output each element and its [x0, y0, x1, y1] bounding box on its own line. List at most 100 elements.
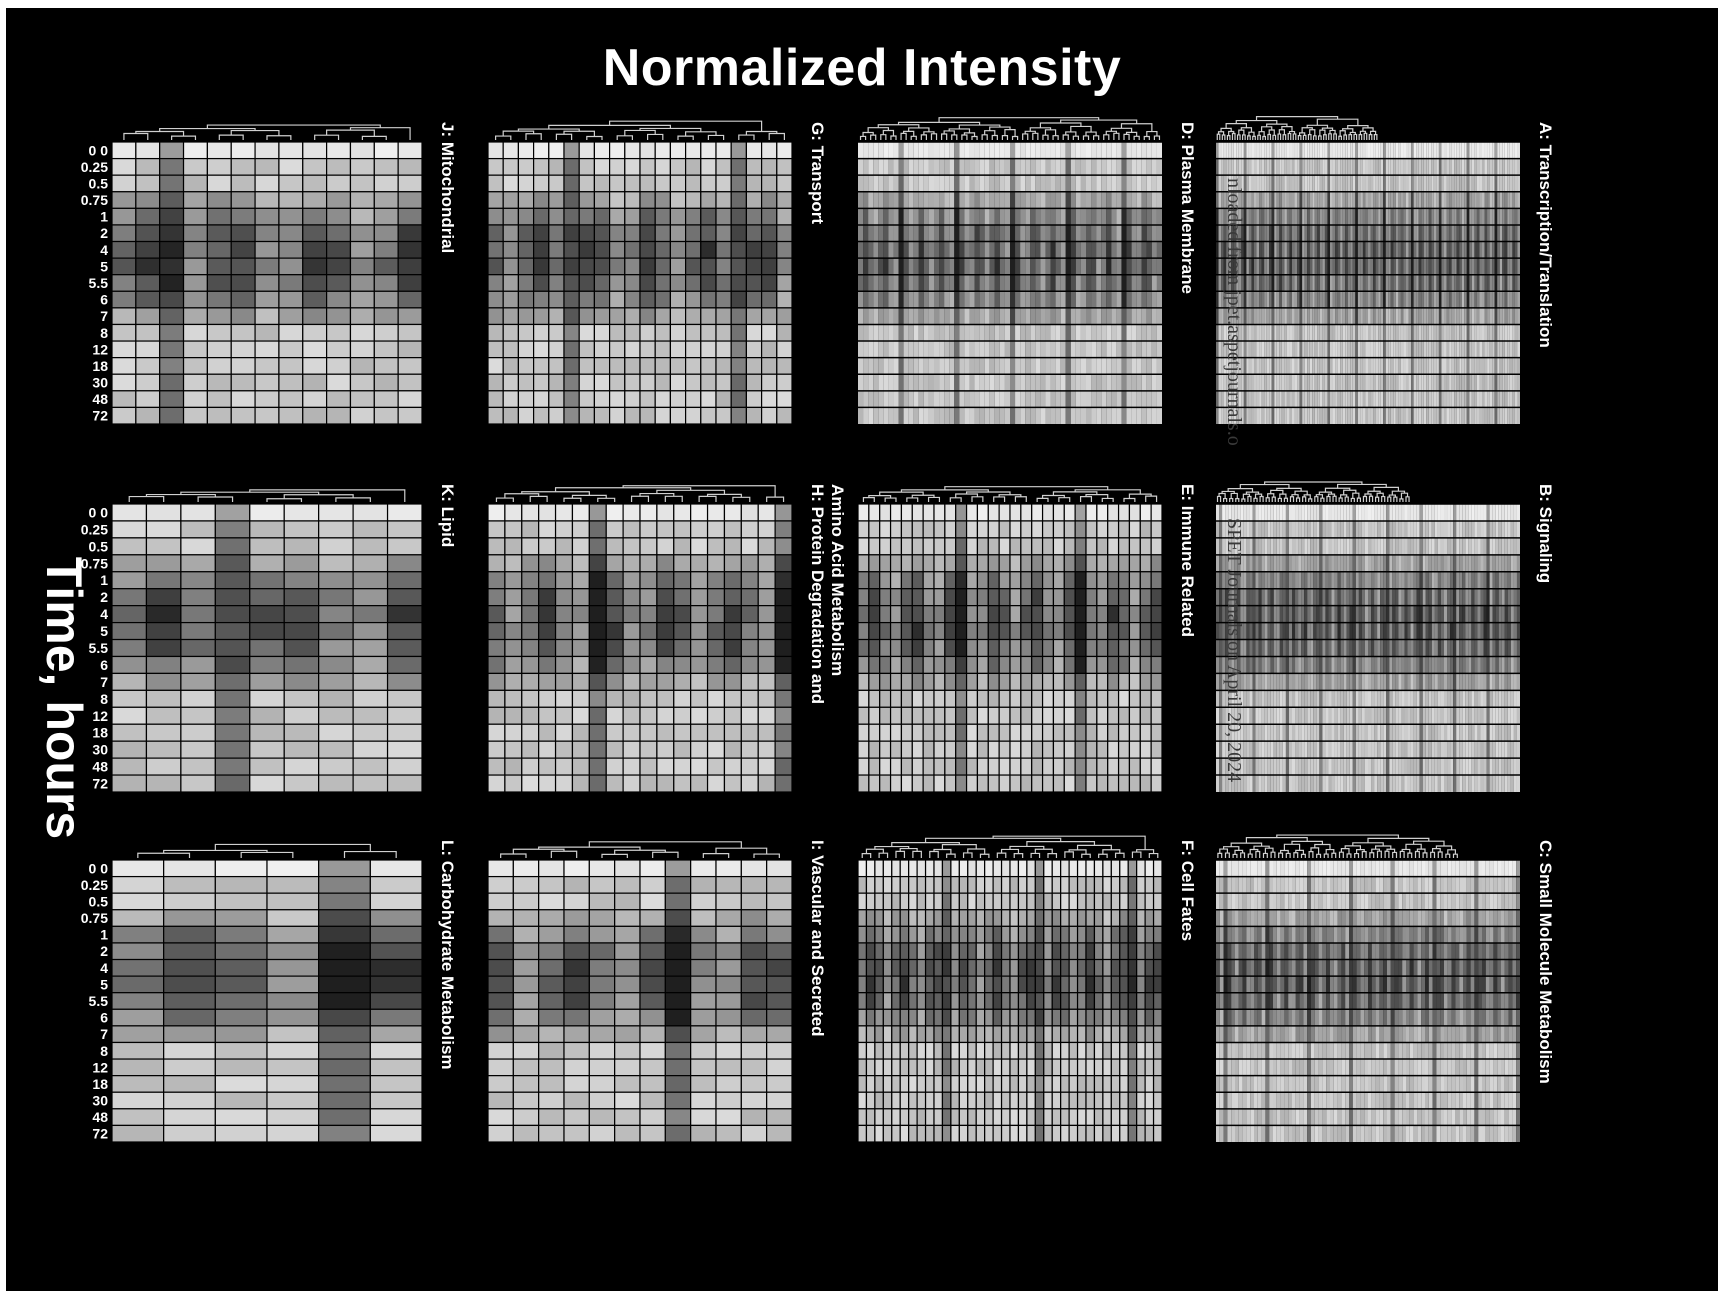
heatmap-cell-H — [673, 588, 692, 607]
heatmap-cell-J — [230, 240, 256, 259]
heatmap-cell-A — [1228, 307, 1232, 325]
heatmap-cell-D — [923, 390, 929, 408]
heatmap-cell-D — [949, 175, 955, 192]
dendrogram-branch-E-11 — [1101, 497, 1114, 502]
heatmap-cell-D — [1101, 374, 1107, 391]
heatmap-cell-D — [934, 191, 940, 209]
heatmap-cell-D — [994, 241, 1000, 259]
heatmap-cell-D — [883, 291, 889, 308]
heatmap-cell-B — [1416, 504, 1420, 521]
heatmap-cell-E — [911, 774, 924, 793]
heatmap-cell-D — [1080, 142, 1086, 159]
dendrogram-branch-E-3 — [927, 496, 941, 502]
heatmap-cell-D — [1156, 291, 1162, 308]
heatmap-cell-A — [1347, 208, 1351, 225]
heatmap-cell-A — [1395, 208, 1399, 225]
heatmap-cell-D — [1116, 258, 1122, 275]
heatmap-cell-G — [745, 373, 763, 392]
heatmap-cell-D — [964, 307, 970, 325]
heatmap-cell-A — [1226, 158, 1229, 176]
heatmap-cell-G — [532, 224, 550, 243]
heatmap-cell-A — [1451, 158, 1455, 176]
heatmap-cell-A — [1416, 258, 1419, 275]
heatmap-cell-G — [776, 274, 793, 292]
heatmap-cell-A — [1398, 274, 1401, 292]
heatmap-cell-D — [974, 208, 980, 225]
heatmap-cell-D — [1075, 175, 1081, 192]
heatmap-cell-A — [1476, 224, 1480, 242]
heatmap-cell-A — [1375, 307, 1379, 325]
heatmap-cell-A — [1388, 175, 1391, 192]
heatmap-cell-A — [1368, 341, 1371, 358]
heatmap-cell-H — [639, 757, 658, 776]
heatmap-cell-D — [989, 175, 995, 192]
heatmap-cell-A — [1281, 175, 1285, 192]
heatmap-cell-D — [1030, 291, 1036, 308]
heatmap-cell-H — [554, 774, 574, 793]
heatmap-cell-G — [624, 257, 641, 276]
heatmap-cell-E — [879, 655, 892, 675]
heatmap-cell-D — [913, 341, 919, 358]
heatmap-cell-J — [159, 290, 185, 309]
heatmap-cell-A — [1228, 175, 1232, 192]
heatmap-cell-A — [1279, 291, 1282, 308]
heatmap-cell-A — [1228, 374, 1232, 391]
heatmap-cell-G — [548, 357, 565, 375]
heatmap-cell-H — [639, 689, 658, 708]
heatmap-cell-D — [1111, 357, 1117, 375]
heatmap-cell-H — [605, 571, 624, 590]
heatmap-cell-A — [1492, 274, 1495, 292]
heatmap-cell-A — [1514, 208, 1518, 225]
heatmap-cell-A — [1357, 241, 1361, 259]
heatmap-cell-A — [1228, 357, 1232, 375]
heatmap-cell-A — [1433, 258, 1437, 275]
heatmap-cell-D — [1111, 307, 1117, 325]
heatmap-cell-A — [1243, 390, 1247, 408]
heatmap-cell-K — [249, 723, 285, 742]
heatmap-cell-A — [1307, 191, 1310, 209]
heatmap-cell-G — [624, 224, 641, 243]
heatmap-cell-A — [1507, 191, 1510, 209]
heatmap-cell-J — [135, 240, 161, 259]
heatmap-cell-A — [1499, 258, 1503, 275]
heatmap-cell-A — [1461, 274, 1465, 292]
heatmap-cell-A — [1221, 291, 1224, 308]
heatmap-cell-J — [302, 340, 328, 359]
heatmap-cell-J — [302, 274, 328, 292]
heatmap-cell-A — [1426, 258, 1429, 275]
heatmap-cell-A — [1416, 191, 1419, 209]
heatmap-cell-E — [879, 520, 892, 539]
heatmap-cell-G — [700, 390, 717, 409]
heatmap-cell-H — [673, 621, 692, 641]
heatmap-cell-A — [1312, 241, 1315, 259]
heatmap-cell-A — [1362, 191, 1366, 209]
heatmap-cell-H — [554, 723, 574, 742]
heatmap-cell-A — [1319, 390, 1323, 408]
heatmap-cell-A — [1388, 407, 1391, 424]
heatmap-cell-A — [1459, 191, 1462, 209]
heatmap-cell-A — [1241, 274, 1244, 292]
heatmap-cell-A — [1243, 224, 1247, 242]
heatmap-cell-G — [760, 157, 778, 176]
heatmap-cell-A — [1286, 291, 1290, 308]
heatmap-cell-E — [1096, 638, 1109, 658]
heatmap-cell-K — [249, 655, 285, 675]
heatmap-cell-G — [776, 406, 793, 425]
heatmap-cell-D — [1116, 341, 1122, 358]
heatmap-cell-E — [1052, 689, 1065, 708]
heatmap-cell-A — [1482, 390, 1485, 408]
heatmap-cell-E — [1031, 655, 1044, 675]
heatmap-cell-J — [349, 224, 375, 243]
heatmap-cell-A — [1281, 191, 1285, 209]
heatmap-cell-D — [1045, 307, 1051, 325]
heatmap-cell-D — [954, 158, 960, 176]
heatmap-cell-A — [1514, 357, 1518, 375]
heatmap-cell-A — [1469, 142, 1472, 159]
heatmap-cell-J — [254, 224, 280, 243]
heatmap-cell-D — [868, 175, 874, 192]
heatmap-cell-D — [868, 407, 874, 424]
heatmap-cell-A — [1395, 258, 1399, 275]
dendrogram-branch-G-11 — [563, 130, 595, 137]
heatmap-cell-D — [1101, 291, 1107, 308]
heatmap-cell-A — [1403, 142, 1406, 159]
